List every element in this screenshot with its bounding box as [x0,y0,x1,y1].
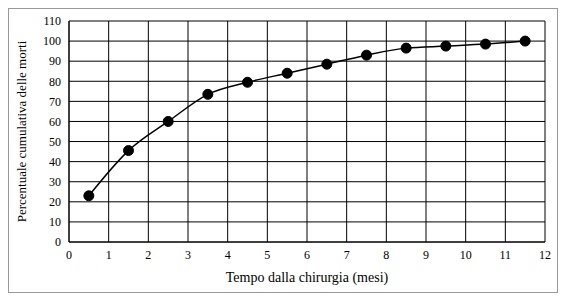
svg-text:20: 20 [49,195,61,209]
svg-text:4: 4 [225,248,231,262]
svg-text:9: 9 [423,248,429,262]
svg-text:100: 100 [43,34,61,48]
svg-text:8: 8 [383,248,389,262]
svg-text:70: 70 [49,95,61,109]
svg-text:5: 5 [264,248,270,262]
svg-text:0: 0 [66,248,72,262]
svg-text:90: 90 [49,54,61,68]
svg-text:110: 110 [43,14,61,28]
svg-text:80: 80 [49,75,61,89]
svg-text:30: 30 [49,175,61,189]
svg-text:10: 10 [460,248,472,262]
svg-text:7: 7 [344,248,350,262]
svg-text:10: 10 [49,215,61,229]
svg-text:2: 2 [145,248,151,262]
svg-text:Percentuale cumulativa delle m: Percentuale cumulativa delle morti [14,40,29,222]
svg-text:40: 40 [49,155,61,169]
svg-text:3: 3 [185,248,191,262]
svg-text:50: 50 [49,135,61,149]
svg-text:60: 60 [49,115,61,129]
svg-text:11: 11 [500,248,512,262]
svg-text:0: 0 [55,235,61,249]
svg-text:Tempo dalla chirurgia (mesi): Tempo dalla chirurgia (mesi) [226,270,389,286]
svg-text:12: 12 [539,248,551,262]
svg-text:6: 6 [304,248,310,262]
svg-text:1: 1 [106,248,112,262]
